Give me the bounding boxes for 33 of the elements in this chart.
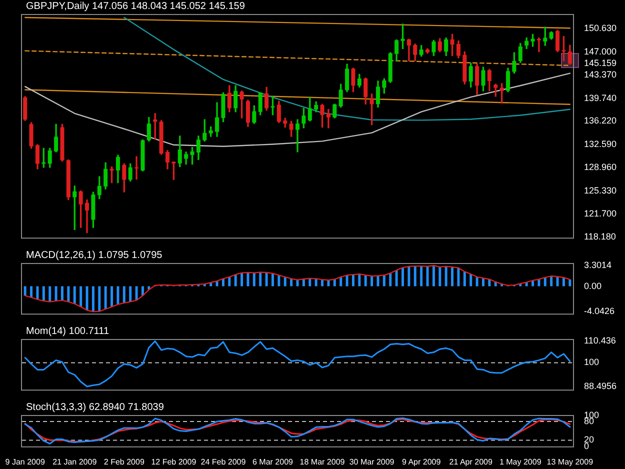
- y-tick-label: 125.330: [584, 185, 617, 196]
- y-tick-label: 88.4956: [584, 380, 617, 391]
- y-tick-label: 132.590: [584, 138, 617, 149]
- y-tick-label: -4.0426: [584, 306, 615, 316]
- x-tick-label: 13 May 2009: [546, 457, 594, 466]
- x-tick-label: 30 Mar 2009: [349, 457, 395, 466]
- y-tick-label: 100: [584, 357, 600, 368]
- x-tick-label: 1 May 2009: [499, 457, 542, 466]
- chart-title: MACD(12,26,1) 1.0795 1.0795: [26, 250, 163, 261]
- chart-title: Stoch(13,3,3) 62.8940 71.8039: [26, 402, 164, 413]
- y-tick-label: 118.180: [584, 231, 616, 242]
- y-tick-label: 145.159: [584, 58, 617, 68]
- x-tick-label: 24 Feb 2009: [200, 457, 246, 466]
- x-tick-label: 9 Jan 2009: [5, 457, 46, 466]
- y-tick-label: 128.960: [584, 162, 617, 172]
- chart-title: Mom(14) 100.7111: [26, 326, 110, 337]
- chart-title: GBPJPY,Daily 147.056 148.043 145.052 145.159: [26, 0, 246, 12]
- y-tick-label: 121.700: [584, 208, 617, 219]
- x-tick-label: 18 Mar 2009: [300, 457, 346, 466]
- y-tick-label: 3.3014: [584, 260, 612, 270]
- y-tick-label: 0.00: [584, 280, 602, 291]
- x-tick-label: 12 Feb 2009: [151, 457, 197, 466]
- y-tick-label: 147.000: [584, 46, 617, 56]
- y-tick-label: 150.630: [584, 23, 617, 34]
- x-tick-label: 2 Feb 2009: [104, 457, 145, 466]
- x-tick-label: 21 Jan 2009: [52, 457, 98, 466]
- x-tick-label: 21 Apr 2009: [449, 457, 493, 466]
- x-tick-label: 6 Mar 2009: [252, 457, 294, 466]
- y-tick-label: 110.436: [584, 336, 616, 346]
- x-tick-label: 9 Apr 2009: [402, 457, 442, 466]
- y-tick-label: 136.220: [584, 116, 617, 126]
- y-tick-label: 139.740: [584, 92, 617, 103]
- y-tick-label: 143.370: [584, 70, 617, 80]
